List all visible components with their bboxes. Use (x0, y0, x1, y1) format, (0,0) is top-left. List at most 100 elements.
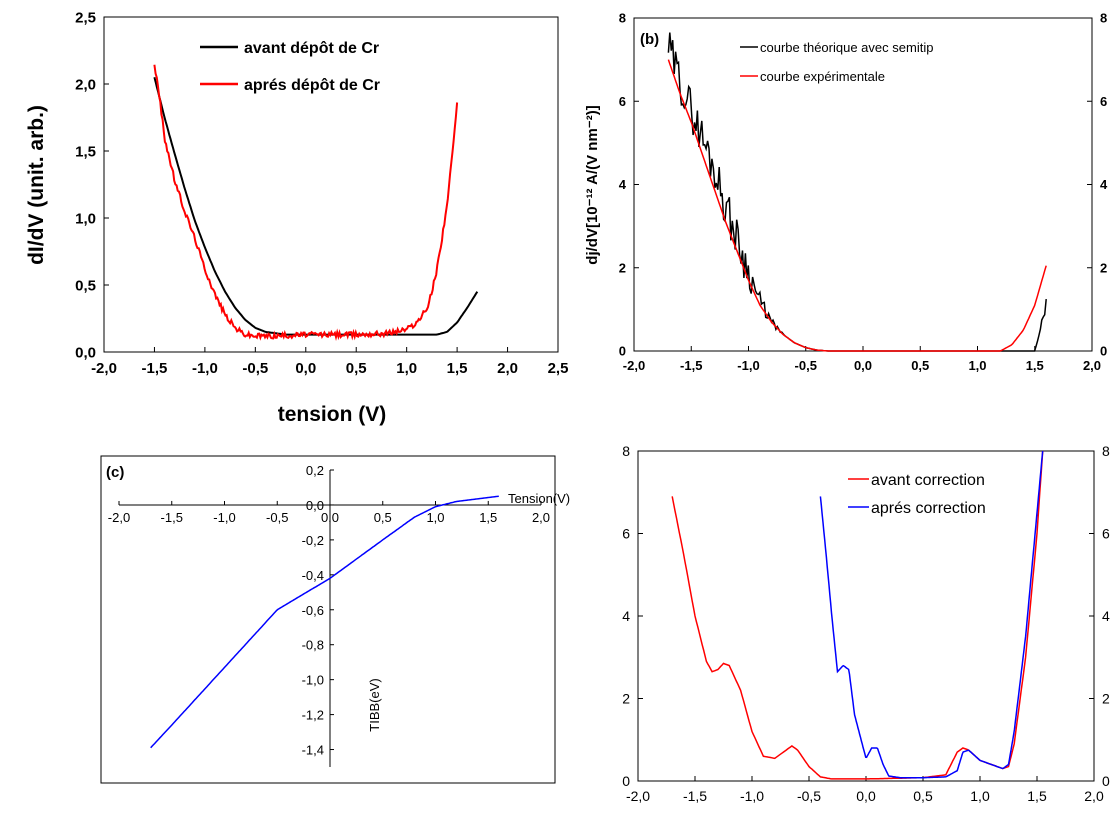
panel-c-label: (c) (106, 464, 124, 481)
y-tick-label: -1,4 (302, 743, 324, 758)
series-line-a-1 (153, 64, 459, 341)
y-tick-label-right: 0 (1100, 344, 1107, 359)
x-tick-label: 2,0 (1084, 788, 1104, 804)
x-tick-label: -2,0 (108, 510, 130, 525)
x-tick-label: 1,5 (1026, 358, 1044, 373)
legend-label-apres-depot: aprés dépôt de Cr (244, 77, 380, 94)
y-tick-label: -1,2 (302, 708, 324, 723)
legend-label-avant-depot: avant dépôt de Cr (244, 40, 379, 57)
series-line-a-0 (153, 77, 479, 336)
x-tick-label: 1,5 (447, 360, 468, 377)
x-tick-label: -0,5 (797, 788, 821, 804)
legend-label-avant-correction: avant correction (871, 472, 985, 489)
y-tick-label: 4 (622, 608, 630, 624)
y-tick-label: -0,8 (302, 638, 324, 653)
panel-d-legend: avant correction aprés correction (848, 472, 986, 517)
x-tick-label: 0,5 (374, 510, 392, 525)
y-tick-label: -0,4 (302, 568, 324, 583)
x-tick-label: -2,0 (623, 358, 645, 373)
x-tick-label: 2,0 (497, 360, 518, 377)
y-tick-label: 0 (619, 344, 626, 359)
x-tick-label: -1,5 (161, 510, 183, 525)
panel-b: -2,0 -1,5 -1,0 -0,5 0,0 0,5 1,0 1,5 2,0 0 2 4 6 8 0 2 4… (584, 11, 1108, 373)
x-tick-label: 0,0 (854, 358, 872, 373)
y-tick-label: -1,0 (302, 673, 324, 688)
y-tick-label: 1,0 (75, 210, 96, 227)
x-tick-label: -0,5 (795, 358, 817, 373)
y-tick-label-right: 6 (1100, 94, 1107, 109)
x-tick-label: 1,0 (970, 788, 990, 804)
panel-a: -2,0 -1,5 -1,0 -0,5 0,0 0,5 1,0 1,5 2,0 2,5 0,00,… (25, 9, 568, 426)
x-tick-label: -0,5 (242, 360, 268, 377)
x-tick-label: 0,0 (295, 360, 316, 377)
y-tick-label-right: 6 (1102, 525, 1110, 541)
x-tick-label: -1,5 (142, 360, 168, 377)
x-tick-label: 1,5 (1027, 788, 1047, 804)
x-tick-label: -1,0 (213, 510, 235, 525)
x-tick-label: 0,0 (856, 788, 876, 804)
panel-a-series (153, 64, 479, 341)
x-tick-label: 1,0 (968, 358, 986, 373)
panel-b-x-ticks: -2,0 -1,5 -1,0 -0,5 0,0 0,5 1,0 1,5 2,0 (623, 346, 1101, 373)
x-tick-label: 1,5 (479, 510, 497, 525)
series-line-d-1 (819, 450, 1044, 779)
panel-b-label: (b) (640, 31, 659, 48)
y-tick-label: 0,0 (75, 344, 96, 361)
x-tick-label: 1,0 (426, 510, 444, 525)
x-tick-label: 2,5 (548, 360, 569, 377)
x-tick-label: 0,0 (321, 510, 339, 525)
panel-c-series (150, 495, 499, 749)
x-tick-label: -2,0 (91, 360, 117, 377)
series-line-d-0 (671, 450, 1044, 780)
y-tick-label-right: 2 (1100, 260, 1107, 275)
panel-a-x-ticks: -2,0 -1,5 -1,0 -0,5 0,0 0,5 1,0 1,5 2,0 2,5 (91, 347, 568, 377)
y-tick-label: 0,2 (306, 463, 324, 478)
y-tick-label: 0,0 (306, 498, 324, 513)
y-tick-label-right: 8 (1102, 443, 1110, 459)
series-line-b-1 (667, 59, 1047, 352)
panel-c-axes: -2,0 -1,5 -1,0 -0,5 0,0 0,5 1,0 1,5 2,0 0,2 0,0 -0,… (108, 463, 550, 767)
panel-d-x-ticks: -2,0 -1,5 -1,0 -0,5 0,0 0,5 1,0 1,5 2,0 (626, 776, 1104, 804)
y-tick-label-right: 4 (1100, 177, 1108, 192)
x-tick-label: 0,5 (911, 358, 929, 373)
y-tick-label: 1,5 (75, 143, 96, 160)
series-line-c-0 (150, 495, 499, 749)
y-tick-label: 4 (619, 177, 627, 192)
y-tick-label: 0,5 (75, 277, 96, 294)
x-tick-label: -2,0 (626, 788, 650, 804)
y-tick-label-right: 2 (1102, 690, 1110, 706)
x-tick-label: 0,5 (346, 360, 367, 377)
panel-a-legend: avant dépôt de Cr aprés dépôt de Cr (200, 40, 380, 94)
x-tick-label: 0,5 (913, 788, 933, 804)
legend-label-apres-correction: aprés correction (871, 500, 986, 517)
panel-c-y-axis-label: TIBB(eV) (367, 678, 382, 731)
y-tick-label: 8 (622, 443, 630, 459)
panel-b-y-ticks: 0 2 4 6 8 0 2 4 6 8 (619, 11, 1108, 359)
x-tick-label: 2,0 (1083, 358, 1101, 373)
y-tick-label: 2,0 (75, 76, 96, 93)
panel-a-y-axis-label: dI/dV (unit. arb.) (25, 105, 48, 265)
panel-c-x-axis-label: Tension(V) (508, 491, 570, 506)
x-tick-label: -1,5 (683, 788, 707, 804)
legend-label-courbe-theorique: courbe théorique avec semitip (760, 40, 933, 55)
y-tick-label-right: 4 (1102, 608, 1110, 624)
panel-d-frame (637, 450, 1095, 782)
x-tick-label: -1,5 (680, 358, 702, 373)
y-tick-label: 2 (622, 690, 630, 706)
panel-b-frame (633, 17, 1093, 352)
panel-c: -2,0 -1,5 -1,0 -0,5 0,0 0,5 1,0 1,5 2,0 0,2 0,0 -0,… (100, 455, 570, 784)
panel-d: -2,0 -1,5 -1,0 -0,5 0,0 0,5 1,0 1,5 2,0 0 2 4 6 8 0 2 4… (622, 443, 1110, 804)
panel-b-series (667, 32, 1047, 352)
legend-label-courbe-experimentale: courbe expérimentale (760, 69, 885, 84)
x-tick-label: -1,0 (740, 788, 764, 804)
y-tick-label: 6 (619, 94, 626, 109)
y-tick-label: -0,2 (302, 533, 324, 548)
y-tick-label: 8 (619, 11, 626, 26)
x-tick-label: -0,5 (266, 510, 288, 525)
y-tick-label: 6 (622, 525, 630, 541)
panel-a-y-ticks: 0,0 0,5 1,0 1,5 2,0 2,5 (75, 9, 109, 361)
x-tick-label: 2,0 (532, 510, 550, 525)
panel-b-y-axis-label: dj/dV[10⁻¹² A/(V nm⁻²)] (584, 105, 601, 264)
panel-a-frame (103, 16, 559, 353)
